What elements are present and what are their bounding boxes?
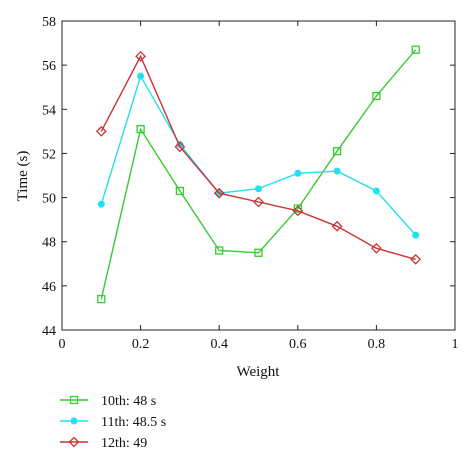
data-point [215, 246, 224, 255]
y-tick-label: 52 [42, 147, 56, 162]
data-point [294, 169, 302, 177]
data-point [372, 91, 381, 101]
data-point [213, 187, 225, 199]
legend-label: 10th: 48 s [101, 394, 156, 409]
series-3 [95, 50, 422, 265]
data-point [253, 196, 264, 208]
y-tick-label: 58 [42, 15, 56, 30]
data-point [412, 231, 420, 239]
data-point [293, 204, 302, 213]
data-point [333, 167, 341, 175]
data-point [135, 50, 147, 62]
data-point [255, 185, 262, 193]
series-1 [97, 45, 420, 304]
y-tick-label: 54 [42, 103, 56, 118]
series-line [100, 74, 417, 236]
data-point [97, 200, 105, 208]
y-tick-label: 46 [42, 280, 56, 295]
data-point [137, 72, 145, 80]
data-point [95, 125, 107, 137]
x-axis-label: Weight [237, 364, 281, 380]
x-tick-label: 0 [59, 337, 66, 352]
legend-item: 10th: 48 s [60, 394, 156, 409]
x-tick-label: 0.8 [368, 337, 386, 352]
x-tick-label: 0.6 [289, 337, 307, 352]
y-tick-label: 56 [42, 59, 56, 74]
x-tick-label: 0.2 [132, 337, 150, 352]
data-point [372, 187, 380, 195]
x-tick-label: 0.4 [210, 337, 228, 352]
data-point [331, 220, 343, 232]
data-point [174, 141, 186, 153]
data-point [292, 205, 304, 217]
data-point [370, 242, 382, 254]
legend: 10th: 48 s 11th: 48.5 s 12th: 49 [60, 394, 166, 451]
legend-item: 12th: 49 [60, 436, 147, 451]
legend-label: 12th: 49 [101, 436, 147, 451]
plot-frame [61, 20, 456, 331]
legend-marker [70, 417, 78, 425]
y-axis-ticks: 44 46 48 50 52 54 56 58 [42, 15, 455, 339]
series-2 [97, 72, 420, 239]
x-axis-ticks: 0 0.2 0.4 0.6 0.8 1 [59, 21, 459, 352]
data-point [410, 253, 422, 265]
data-point [254, 248, 263, 257]
legend-item: 11th: 48.5 s [60, 415, 166, 430]
legend-marker [68, 436, 80, 448]
y-tick-label: 44 [42, 324, 56, 339]
data-point [97, 294, 106, 304]
legend-marker [69, 395, 79, 405]
y-tick-label: 50 [42, 192, 56, 207]
data-point [136, 125, 145, 134]
data-point [175, 186, 185, 196]
y-axis-label: Time (s) [15, 151, 31, 202]
y-tick-label: 48 [42, 236, 56, 251]
legend-label: 11th: 48.5 s [101, 415, 166, 430]
data-point [332, 147, 342, 156]
series-layer [95, 45, 422, 304]
data-point [411, 45, 420, 54]
series-line [100, 54, 416, 261]
x-tick-label: 1 [452, 337, 459, 352]
series-line [100, 49, 417, 300]
